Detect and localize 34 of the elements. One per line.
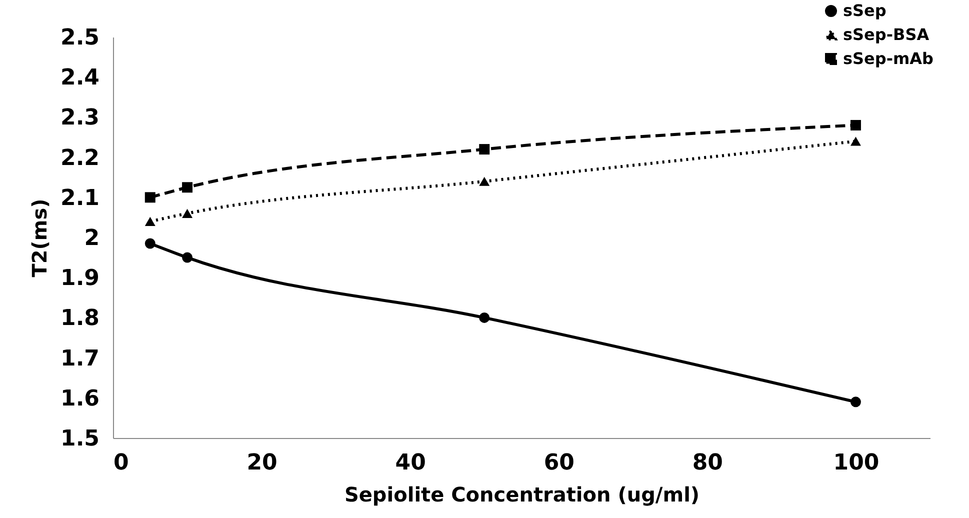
x-tick-label: 100 xyxy=(833,450,880,476)
y-tick-label: 2.2 xyxy=(60,146,100,171)
y-tick-label: 1.7 xyxy=(60,346,100,372)
point xyxy=(479,144,490,155)
y-tick-label: 2 xyxy=(84,226,100,251)
x-tick-label: 0 xyxy=(114,450,129,476)
y-tick-label: 1.6 xyxy=(60,386,100,412)
x-axis-title: Sepiolite Concentration (ug/ml) xyxy=(344,482,700,506)
y-axis-title: T2(ms) xyxy=(28,198,52,278)
point xyxy=(144,238,156,249)
point xyxy=(850,136,861,146)
point xyxy=(182,252,193,263)
point xyxy=(479,176,490,186)
y-tick-label: 2.4 xyxy=(60,66,100,91)
x-tick-label: 40 xyxy=(395,450,426,476)
x-tick-label: 20 xyxy=(246,450,278,476)
point xyxy=(182,208,193,218)
point xyxy=(479,312,490,323)
point xyxy=(850,120,861,130)
legend-label: sSep-mAb xyxy=(843,49,934,68)
legend-label: sSep xyxy=(843,1,886,20)
y-tick-label: 1.5 xyxy=(60,426,100,452)
y-tick-label: 2.5 xyxy=(60,26,100,50)
point xyxy=(144,192,156,203)
point xyxy=(850,396,861,408)
legend-label: sSep-BSA xyxy=(843,25,930,44)
y-tick-label: 1.9 xyxy=(60,266,100,292)
x-tick-label: 60 xyxy=(544,450,574,476)
y-tick-label: 1.8 xyxy=(60,306,100,332)
point xyxy=(144,216,156,226)
y-tick-label: 2.1 xyxy=(60,186,100,211)
y-tick-label: 2.3 xyxy=(60,106,100,131)
point xyxy=(182,182,193,193)
x-tick-label: 80 xyxy=(692,450,723,476)
